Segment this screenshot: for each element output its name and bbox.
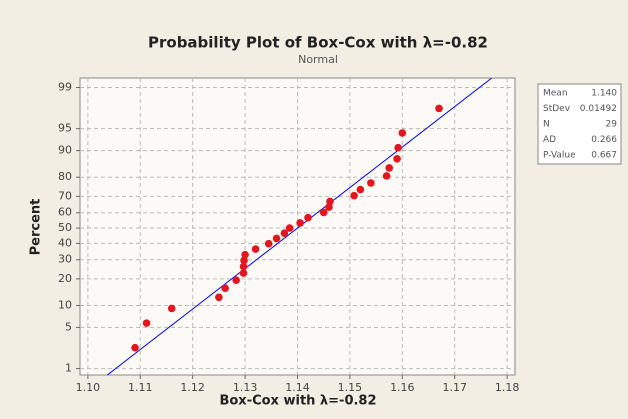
data-point	[280, 229, 289, 238]
y-tick-label: 90	[58, 144, 72, 157]
x-tick-label: 1.16	[390, 381, 415, 394]
y-axis-label: Percent	[29, 199, 44, 256]
data-point	[167, 304, 176, 313]
chart-subtitle: Normal	[298, 53, 338, 66]
x-tick-label: 1.13	[233, 381, 258, 394]
data-point	[232, 276, 240, 285]
y-tick-label: 80	[58, 170, 72, 183]
stat-name: StDev	[543, 104, 571, 114]
x-tick-label: 1.15	[338, 381, 363, 394]
data-point	[142, 319, 151, 327]
data-point	[264, 239, 273, 248]
data-point	[382, 172, 391, 180]
data-point	[251, 245, 260, 253]
data-point	[131, 343, 139, 352]
data-point	[319, 208, 328, 217]
y-tick-label: 20	[58, 272, 72, 285]
data-point	[240, 256, 248, 265]
y-tick-label: 70	[58, 189, 72, 202]
y-tick-label: 50	[58, 221, 72, 234]
y-tick-label: 1	[65, 362, 72, 375]
stats-box	[537, 83, 622, 165]
x-tick-label: 1.12	[180, 381, 205, 394]
chart-title: Probability Plot of Box-Cox with λ=-0.82	[148, 34, 488, 52]
y-tick-label: 95	[58, 122, 72, 135]
x-tick-label: 1.18	[495, 381, 520, 394]
stat-name: P-Value	[543, 151, 576, 161]
stat-name: Mean	[543, 89, 568, 99]
stat-value: 0.01492	[580, 104, 617, 114]
data-point	[241, 250, 249, 259]
y-tick-label: 10	[58, 298, 72, 311]
y-tick-label: 40	[58, 236, 72, 249]
data-point	[304, 213, 312, 222]
y-tick-label: 60	[58, 206, 72, 219]
stat-value: 0.667	[591, 151, 617, 161]
data-point	[393, 155, 401, 163]
data-point	[239, 269, 248, 277]
x-tick-label: 1.14	[285, 381, 310, 394]
y-tick-label: 99	[58, 81, 72, 94]
x-tick-label: 1.17	[442, 381, 467, 394]
x-axis-label: Box-Cox with λ=-0.82	[219, 394, 376, 409]
stat-value: 29	[606, 120, 618, 130]
data-point	[239, 262, 248, 271]
x-tick-label: 1.11	[128, 381, 153, 394]
data-point	[272, 234, 281, 243]
x-tick-label: 1.10	[76, 381, 101, 394]
data-point	[221, 284, 229, 292]
data-point	[356, 185, 365, 194]
data-point	[435, 104, 443, 113]
data-point	[215, 293, 223, 302]
data-point	[326, 197, 334, 206]
stat-name: N	[543, 120, 550, 130]
data-point	[285, 224, 294, 232]
data-point	[385, 164, 394, 172]
data-point	[394, 143, 402, 152]
data-point	[350, 191, 358, 200]
stat-name: AD	[543, 135, 556, 145]
data-point	[367, 179, 375, 187]
data-point	[296, 219, 304, 227]
stat-value: 0.266	[591, 135, 617, 145]
data-point	[398, 129, 407, 137]
y-tick-label: 5	[65, 320, 72, 333]
stat-value: 1.140	[591, 89, 617, 99]
y-tick-label: 30	[58, 253, 72, 266]
